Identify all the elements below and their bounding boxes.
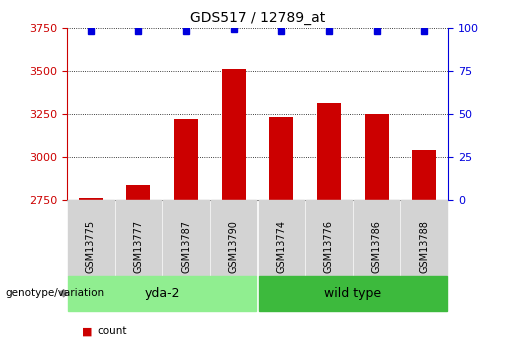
Text: genotype/variation: genotype/variation xyxy=(5,288,104,298)
Text: GSM13790: GSM13790 xyxy=(229,220,238,273)
Text: GSM13788: GSM13788 xyxy=(419,220,429,273)
Text: ■: ■ xyxy=(82,326,93,336)
Text: GSM13776: GSM13776 xyxy=(324,219,334,273)
Text: GSM13775: GSM13775 xyxy=(86,219,96,273)
Text: GSM13787: GSM13787 xyxy=(181,219,191,273)
Bar xyxy=(222,69,246,200)
Text: wild type: wild type xyxy=(324,287,381,300)
Bar xyxy=(365,114,388,200)
Bar xyxy=(127,185,150,200)
Text: GSM13777: GSM13777 xyxy=(133,219,143,273)
Bar xyxy=(269,117,293,200)
Text: GSM13786: GSM13786 xyxy=(372,220,382,273)
Bar xyxy=(317,104,341,200)
Bar xyxy=(174,119,198,200)
Text: yda-2: yda-2 xyxy=(145,287,180,300)
Title: GDS517 / 12789_at: GDS517 / 12789_at xyxy=(190,11,325,25)
Text: count: count xyxy=(98,326,127,336)
Bar xyxy=(413,150,436,200)
Text: GSM13774: GSM13774 xyxy=(277,219,286,273)
Bar xyxy=(79,198,102,200)
